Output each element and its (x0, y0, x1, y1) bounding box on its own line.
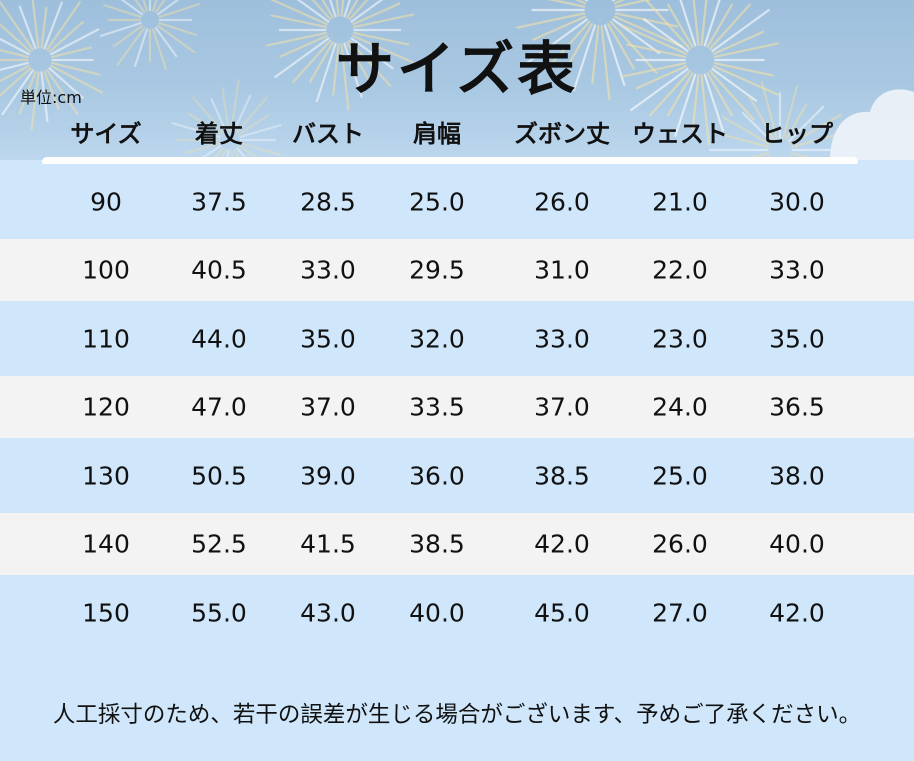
table-cell: 44.0 (191, 324, 247, 353)
table-cell: 30.0 (769, 187, 825, 216)
table-cell: 25.0 (409, 187, 465, 216)
table-cell: 26.0 (534, 187, 590, 216)
table-cell: 42.0 (769, 598, 825, 627)
table-cell: 37.0 (534, 392, 590, 422)
column-header-length: 着丈 (195, 120, 243, 148)
table-cell: 90 (90, 187, 122, 216)
table-cell: 140 (82, 529, 130, 559)
table-cell: 39.0 (300, 461, 356, 490)
unit-label: 単位:cm (20, 88, 82, 107)
table-cell: 40.0 (769, 529, 825, 559)
table-cell: 36.5 (769, 392, 825, 422)
fireworks-decoration (0, 0, 914, 160)
table-row: 130 50.5 39.0 36.0 38.5 25.0 38.0 (0, 438, 914, 513)
page-title: サイズ表 (335, 35, 579, 103)
table-cell: 33.0 (769, 255, 825, 285)
table-cell: 35.0 (300, 324, 356, 353)
table-cell: 29.5 (409, 255, 465, 285)
table-cell: 27.0 (652, 598, 708, 627)
table-cell: 50.5 (191, 461, 247, 490)
header-banner: サイズ表 単位:cm サイズ 着丈 バスト 肩幅 ズボン丈 ウェスト ヒップ (0, 0, 914, 160)
table-cell: 130 (82, 461, 130, 490)
table-cell: 32.0 (409, 324, 465, 353)
table-cell: 47.0 (191, 392, 247, 422)
table-cell: 33.0 (534, 324, 590, 353)
header-divider (42, 157, 858, 166)
table-cell: 35.0 (769, 324, 825, 353)
table-cell: 31.0 (534, 255, 590, 285)
table-cell: 41.5 (300, 529, 356, 559)
table-cell: 40.5 (191, 255, 247, 285)
table-cell: 43.0 (300, 598, 356, 627)
table-cell: 33.0 (300, 255, 356, 285)
table-cell: 110 (82, 324, 130, 353)
table-cell: 38.5 (409, 529, 465, 559)
table-cell: 26.0 (652, 529, 708, 559)
table-cell: 28.5 (300, 187, 356, 216)
table-cell: 42.0 (534, 529, 590, 559)
table-cell: 37.0 (300, 392, 356, 422)
table-cell: 45.0 (534, 598, 590, 627)
table-cell: 38.5 (534, 461, 590, 490)
table-row: 100 40.5 33.0 29.5 31.0 22.0 33.0 (0, 239, 914, 301)
table-row: 120 47.0 37.0 33.5 37.0 24.0 36.5 (0, 376, 914, 438)
table-cell: 23.0 (652, 324, 708, 353)
table-cell: 120 (82, 392, 130, 422)
table-cell: 52.5 (191, 529, 247, 559)
table-cell: 38.0 (769, 461, 825, 490)
column-header-pants-length: ズボン丈 (514, 120, 610, 148)
table-cell: 33.5 (409, 392, 465, 422)
table-cell: 55.0 (191, 598, 247, 627)
table-cell: 21.0 (652, 187, 708, 216)
table-cell: 24.0 (652, 392, 708, 422)
column-header-hip: ヒップ (761, 120, 833, 148)
table-cell: 40.0 (409, 598, 465, 627)
table-row: 90 37.5 28.5 25.0 26.0 21.0 30.0 (0, 164, 914, 239)
table-header: サイズ 着丈 バスト 肩幅 ズボン丈 ウェスト ヒップ (0, 114, 914, 154)
size-table: 90 37.5 28.5 25.0 26.0 21.0 30.0 100 40.… (0, 164, 914, 650)
table-row: 140 52.5 41.5 38.5 42.0 26.0 40.0 (0, 513, 914, 575)
table-cell: 37.5 (191, 187, 247, 216)
table-cell: 150 (82, 598, 130, 627)
table-row: 150 55.0 43.0 40.0 45.0 27.0 42.0 (0, 575, 914, 650)
column-header-size: サイズ (70, 120, 142, 148)
table-cell: 22.0 (652, 255, 708, 285)
table-row: 110 44.0 35.0 32.0 33.0 23.0 35.0 (0, 301, 914, 376)
column-header-waist: ウェスト (632, 120, 728, 148)
table-cell: 36.0 (409, 461, 465, 490)
table-cell: 25.0 (652, 461, 708, 490)
column-header-bust: バスト (292, 120, 364, 148)
measurement-note: 人工採寸のため、若干の誤差が生じる場合がございます、予めご了承ください。 (52, 702, 862, 728)
table-cell: 100 (82, 255, 130, 285)
column-header-shoulder: 肩幅 (413, 120, 461, 148)
